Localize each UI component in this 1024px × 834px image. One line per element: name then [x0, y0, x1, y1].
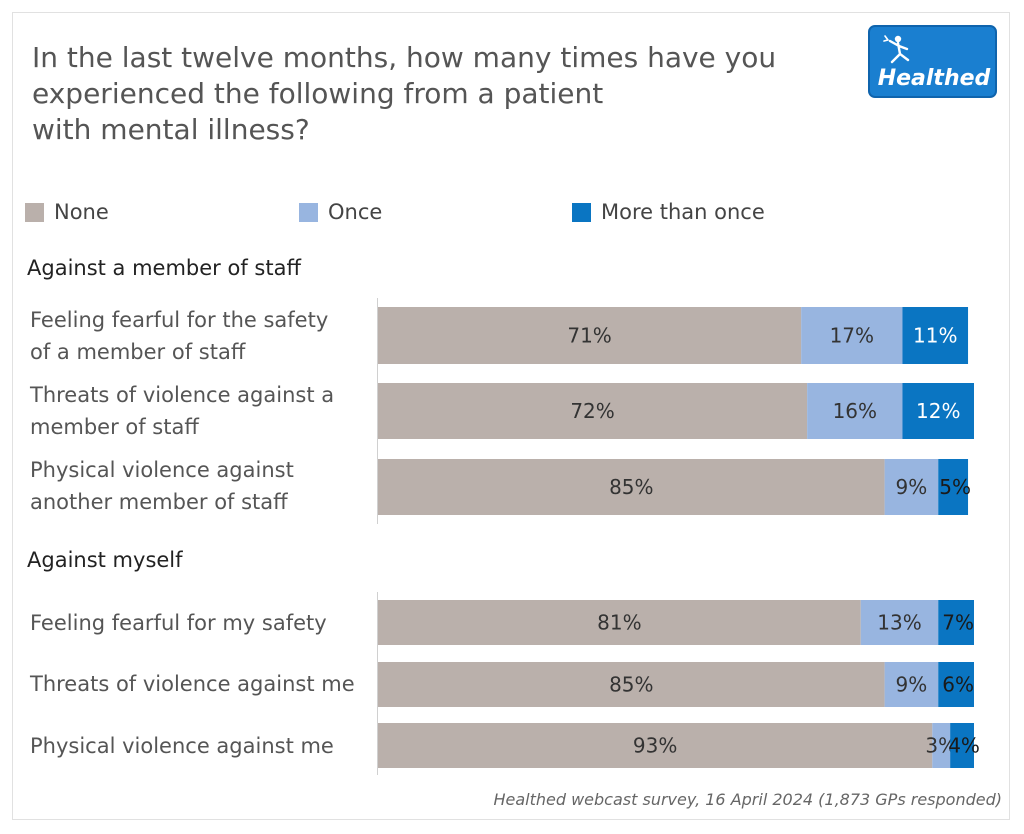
- legend-swatch-once: [299, 202, 318, 222]
- title-line-2: experienced the following from a patient: [32, 77, 604, 110]
- bar-label-none: 93%: [633, 734, 677, 758]
- legend-swatch-more-than-once: [572, 202, 591, 222]
- section-heading-myself: Against myself: [27, 548, 183, 572]
- row-label-line: Physical violence against me: [30, 734, 334, 758]
- bar-label-more-than-once: 6%: [942, 673, 974, 697]
- bar-segment-none: [378, 459, 885, 515]
- legend-label-more-than-once: More than once: [601, 200, 765, 224]
- bar-segment-once: [884, 662, 939, 707]
- axis-line-staff: [377, 298, 378, 524]
- bar-label-once: 9%: [896, 475, 928, 499]
- bar-segment-more-than-once: [902, 307, 969, 364]
- row-label-line: of a member of staff: [30, 340, 246, 364]
- bar-label-more-than-once: 7%: [942, 611, 974, 635]
- bar-segment-more-than-once: [938, 662, 974, 707]
- row-label-line: member of staff: [30, 415, 199, 439]
- section-heading-staff: Against a member of staff: [27, 256, 301, 280]
- row-label-threats-staff: Threats of violence against a member of …: [30, 379, 375, 443]
- bar-segment-more-than-once: [938, 459, 969, 515]
- axis-line-myself: [377, 592, 378, 775]
- bar-segment-once: [884, 459, 939, 515]
- bar-label-none: 85%: [609, 673, 653, 697]
- row-label-line: another member of staff: [30, 490, 288, 514]
- row-label-line: Feeling fearful for my safety: [30, 611, 327, 635]
- bar-label-more-than-once: 4%: [948, 734, 980, 758]
- bar-segment-more-than-once: [902, 383, 974, 439]
- bar-label-once: 17%: [830, 324, 874, 348]
- legend-label-none: None: [54, 200, 109, 224]
- row-label-line: Feeling fearful for the safety: [30, 308, 329, 332]
- bar-label-none: 85%: [609, 475, 653, 499]
- logo-text: Healthed: [878, 66, 991, 91]
- bar-label-none: 71%: [567, 324, 611, 348]
- legend-item-once: Once: [299, 200, 382, 224]
- row-label-line: Threats of violence against me: [30, 672, 355, 696]
- row-label-physical-staff: Physical violence against another member…: [30, 454, 375, 518]
- bar-segment-once: [801, 307, 903, 364]
- bar-segment-none: [378, 662, 885, 707]
- bar-segment-more-than-once: [950, 723, 974, 768]
- row-label-fearful-me: Feeling fearful for my safety: [30, 607, 375, 639]
- bar-segment-once: [932, 723, 951, 768]
- bar-segment-none: [378, 307, 802, 364]
- bar-segment-once: [807, 383, 903, 439]
- row-label-line: Physical violence against: [30, 458, 294, 482]
- row-label-threats-me: Threats of violence against me: [30, 668, 375, 700]
- title-line-1: In the last twelve months, how many time…: [32, 41, 777, 74]
- chart-title: In the last twelve months, how many time…: [32, 40, 812, 148]
- bar-label-more-than-once: 11%: [913, 324, 957, 348]
- bar-label-more-than-once: 12%: [916, 399, 960, 423]
- legend-swatch-none: [25, 202, 44, 222]
- legend-item-more-than-once: More than once: [572, 200, 765, 224]
- running-figure-icon: Healthed: [878, 35, 991, 91]
- bar-segment-none: [378, 600, 861, 645]
- row-label-fearful-staff: Feeling fearful for the safety of a memb…: [30, 304, 375, 368]
- bar-segment-none: [378, 383, 808, 439]
- bar-label-once: 13%: [877, 611, 921, 635]
- bar-label-once: 9%: [896, 673, 928, 697]
- bar-label-more-than-once: 5%: [939, 475, 971, 499]
- bar-label-none: 81%: [597, 611, 641, 635]
- row-label-physical-me: Physical violence against me: [30, 730, 375, 762]
- chart-frame: [12, 12, 1010, 820]
- healthed-logo: Healthed: [868, 25, 997, 98]
- bar-label-once: 16%: [833, 399, 877, 423]
- bar-segment-more-than-once: [938, 600, 974, 645]
- bar-segment-once: [860, 600, 939, 645]
- row-label-line: Threats of violence against a: [30, 383, 335, 407]
- bar-segment-none: [378, 723, 933, 768]
- title-line-3: with mental illness?: [32, 113, 310, 146]
- legend-label-once: Once: [328, 200, 383, 224]
- legend-item-none: None: [25, 200, 109, 224]
- source-footnote: Healthed webcast survey, 16 April 2024 (…: [493, 790, 1002, 809]
- bar-label-none: 72%: [570, 399, 614, 423]
